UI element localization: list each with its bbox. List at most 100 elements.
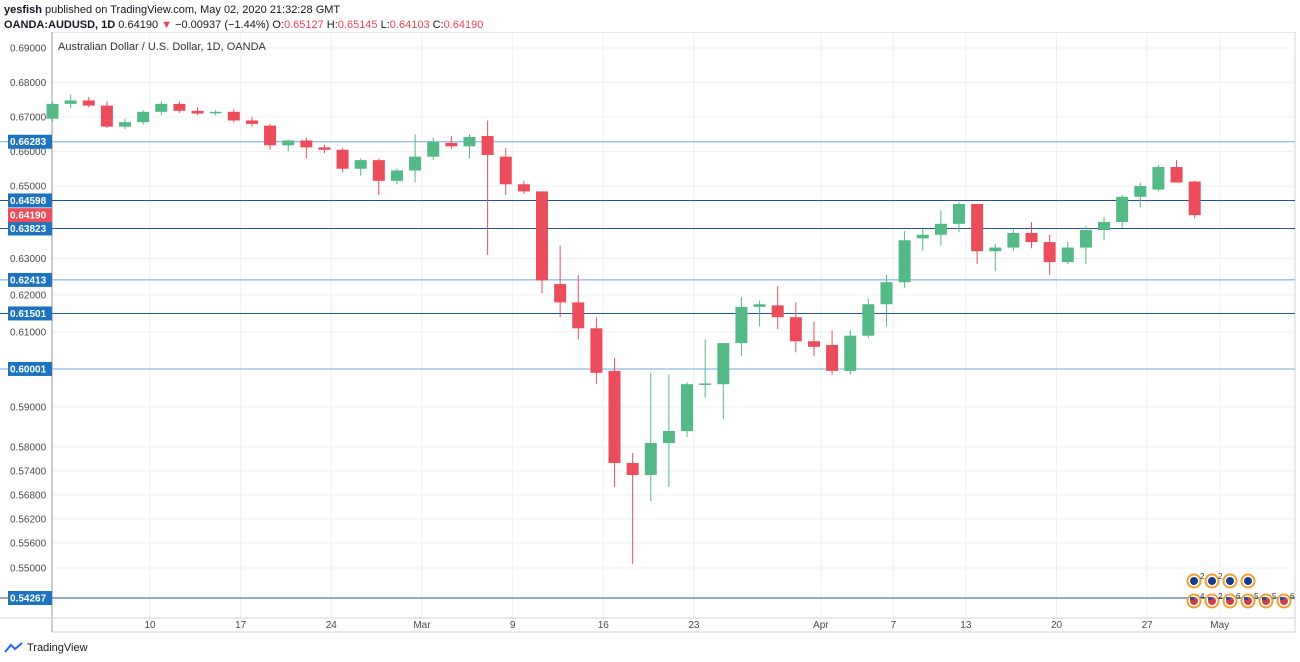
event-count: 2	[1218, 572, 1223, 581]
candle-body	[245, 120, 258, 124]
y-tick-label: 0.65000	[10, 182, 47, 193]
x-tick-label: 27	[1142, 620, 1154, 631]
candle-body	[82, 100, 95, 106]
y-tick-label: 0.61000	[10, 328, 47, 339]
close-value: 0.64190	[443, 19, 484, 31]
down-arrow-icon: ▼	[161, 19, 173, 31]
open-label: O:	[272, 19, 284, 31]
au-flag-icon	[1208, 577, 1216, 585]
candle-body	[608, 370, 621, 463]
candle-body	[119, 122, 132, 127]
candle-body	[1061, 247, 1074, 263]
candle-body	[826, 344, 839, 371]
level-label: 0.63823	[10, 224, 47, 235]
us-flag-canton	[1262, 597, 1266, 600]
level-label: 0.61501	[10, 309, 47, 320]
level-label: 0.60001	[10, 364, 47, 375]
candle-body	[1134, 186, 1147, 197]
level-label: 0.64598	[10, 196, 47, 207]
candle-body	[517, 184, 530, 192]
x-tick-label: 23	[688, 620, 700, 631]
high-label: H:	[326, 19, 338, 31]
candle-body	[699, 383, 712, 385]
candle-body	[536, 191, 549, 281]
level-label-bg	[8, 193, 52, 208]
candle-body	[916, 234, 929, 239]
candle-body	[409, 156, 422, 171]
level-label: 0.54267	[10, 594, 47, 605]
y-tick-label: 0.59000	[10, 403, 47, 414]
candle-body	[390, 170, 403, 181]
candle-body	[354, 160, 367, 169]
x-tick-label: 7	[891, 620, 897, 631]
candle-body	[753, 304, 766, 307]
x-tick-label: 24	[326, 620, 338, 631]
y-tick-label: 0.63000	[10, 254, 47, 265]
candle-body	[264, 125, 277, 146]
candle-body	[717, 343, 730, 385]
us-flag-canton	[1226, 597, 1230, 600]
us-flag-canton	[1190, 597, 1194, 600]
candle-body	[173, 103, 186, 111]
candle-body	[807, 341, 820, 347]
low-label: L:	[380, 19, 390, 31]
candle-body	[100, 105, 113, 127]
candle-body	[1007, 232, 1020, 248]
event-count: 2	[1200, 572, 1205, 581]
candle-body	[590, 328, 603, 373]
level-label-bg	[8, 306, 52, 321]
open-value: 0.65127	[283, 19, 324, 31]
close-label: C:	[432, 19, 444, 31]
candle-body	[880, 282, 893, 305]
symbol-label: OANDA:AUDUSD, 1D	[4, 19, 116, 31]
candle-body	[626, 463, 639, 475]
candle-body	[898, 240, 911, 283]
y-tick-label: 0.56800	[10, 491, 47, 502]
candle-body	[137, 111, 150, 123]
candle-body	[862, 304, 875, 336]
brand-name[interactable]: TradingView	[27, 642, 88, 654]
au-flag-icon	[1226, 577, 1234, 585]
candlestick-chart[interactable]: 0.69000 0.68000 0.67000 0.66000 0.65000 0.630…	[0, 32, 1300, 637]
x-tick-label: 13	[960, 620, 972, 631]
price-change: −0.00937 (−1.44%)	[175, 19, 270, 31]
x-tick-label: 16	[598, 620, 610, 631]
candle-body	[1152, 167, 1165, 190]
chart-header: yesfish published on TradingView.com, Ma…	[4, 3, 483, 32]
candle-body	[1025, 232, 1038, 243]
last-price-tag: 0.64190	[10, 211, 47, 222]
symbol-line: OANDA:AUDUSD, 1D 0.64190 ▼ −0.00937 (−1.…	[4, 18, 483, 32]
candle-body	[445, 142, 458, 147]
event-count: 6	[1236, 592, 1241, 601]
last-price: 0.64190	[118, 19, 159, 31]
level-label-bg	[8, 272, 52, 287]
candle-body	[318, 147, 331, 150]
candle-body	[644, 443, 657, 475]
candle-body	[989, 247, 1002, 252]
x-tick-label: Apr	[813, 620, 829, 631]
candle-body	[191, 110, 204, 114]
tradingview-logo-icon[interactable]	[4, 642, 24, 654]
candle-body	[1043, 242, 1056, 263]
y-tick-label: 0.69000	[10, 44, 47, 55]
event-count: 2	[1218, 592, 1223, 601]
y-tick-label: 0.67000	[10, 113, 47, 124]
y-tick-label: 0.68000	[10, 78, 47, 89]
event-count: 4	[1200, 592, 1205, 601]
candle-body	[282, 140, 295, 146]
candle-body	[1188, 181, 1201, 216]
y-tick-label: 0.62000	[10, 291, 47, 302]
candle-body	[46, 103, 59, 119]
candle-body	[771, 305, 784, 318]
x-tick-label: May	[1210, 620, 1229, 631]
event-count: 6	[1290, 592, 1295, 601]
author-name[interactable]: yesfish	[4, 4, 42, 16]
candle-body	[953, 204, 965, 224]
candle-body	[336, 149, 349, 169]
event-count: 5	[1272, 592, 1277, 601]
candle-body	[934, 223, 947, 235]
candle-body	[554, 284, 567, 303]
chart-area[interactable]: 0.69000 0.68000 0.67000 0.66000 0.65000 0.630…	[0, 32, 1300, 637]
publish-line: yesfish published on TradingView.com, Ma…	[4, 3, 483, 17]
candle-body	[1116, 196, 1129, 222]
